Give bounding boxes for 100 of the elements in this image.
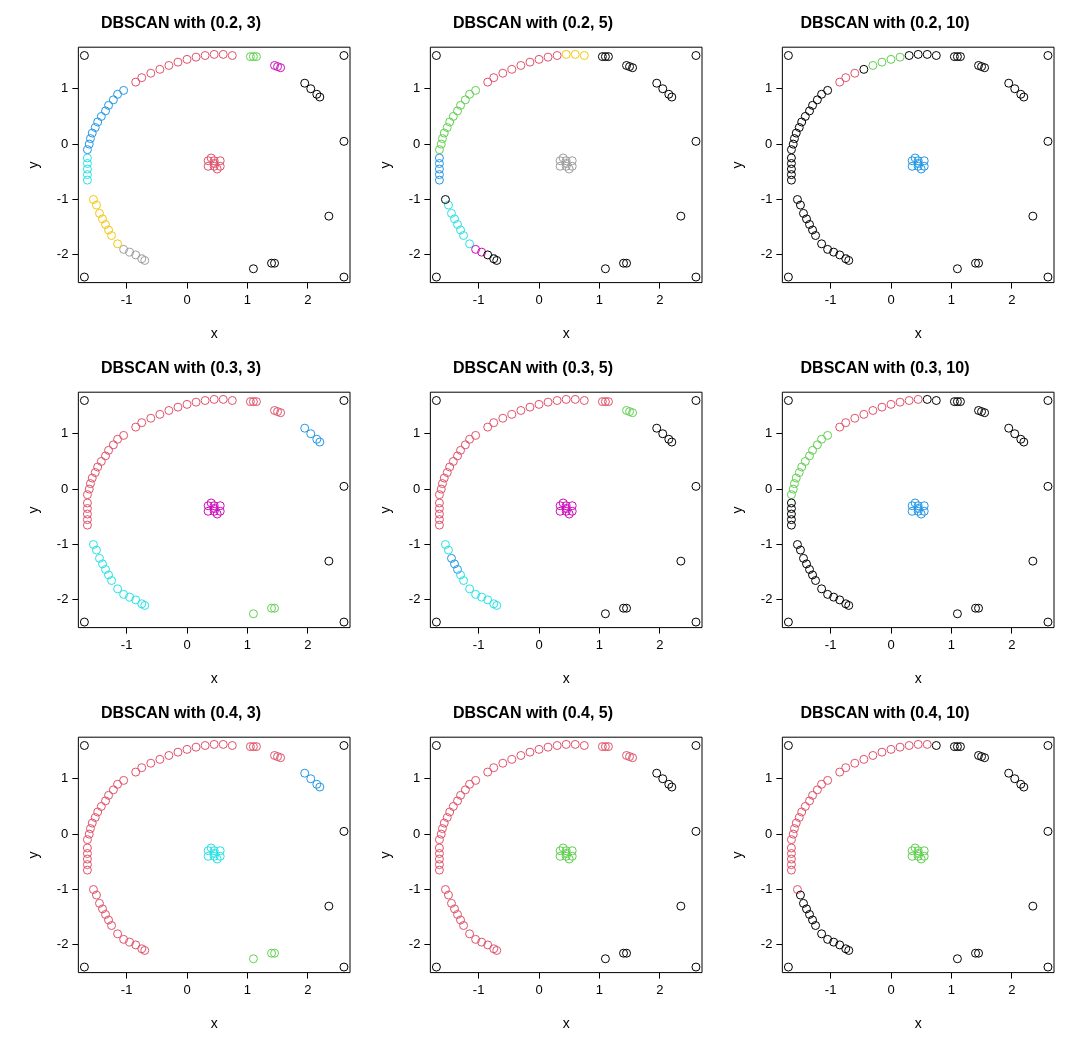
point [886,54,896,64]
point [104,570,114,580]
point [200,396,210,406]
point [786,159,796,169]
chart-title: DBSCAN with (0.3, 3) [100,359,262,377]
point [795,200,805,210]
point [101,564,111,574]
point [1004,423,1014,433]
point [561,49,571,59]
point [477,937,487,947]
point [1010,84,1020,94]
point [1043,617,1053,627]
y-tick-label: 0 [61,480,69,496]
point [465,434,475,444]
point [465,89,475,99]
point [436,484,446,494]
x-tick-label: 1 [595,291,603,307]
point [82,854,92,864]
y-axis-title: y [729,161,746,169]
x-tick-label: 2 [656,981,664,997]
point [84,484,94,494]
x-axis-title: x [562,670,570,687]
point [218,739,228,749]
point [823,85,833,95]
point [904,51,914,61]
point [561,739,571,749]
point [498,758,508,768]
y-tick-label: 1 [765,80,773,96]
point [802,214,812,224]
point [1010,774,1020,784]
x-tick-label: 0 [183,981,191,997]
point [453,796,463,806]
x-tick-label: 0 [887,636,895,652]
point [652,768,662,778]
point [658,84,668,94]
y-tick-label: -2 [408,246,421,262]
point [443,200,453,210]
point [868,750,878,760]
point [465,779,475,789]
x-tick-label: 0 [887,981,895,997]
point [507,64,517,74]
point [477,247,487,257]
x-tick-label: -1 [472,981,485,997]
point [786,509,796,519]
point [339,51,349,61]
point [817,434,827,444]
point [800,111,810,121]
point [101,106,111,116]
point [543,742,553,752]
point [789,134,799,144]
y-tick-label: 0 [413,825,421,841]
point [877,402,887,412]
point [434,498,444,508]
point [131,422,141,432]
point [300,768,310,778]
x-tick-label: 0 [535,291,543,307]
point [98,559,108,569]
point [443,890,453,900]
point [84,829,94,839]
point [805,564,815,574]
point [79,962,89,972]
point [155,409,165,419]
point [82,498,92,508]
point [786,854,796,864]
point [434,854,444,864]
point [107,576,117,586]
point [200,741,210,751]
point [101,796,111,806]
y-tick-label: -1 [408,881,421,897]
point [456,915,466,925]
y-tick-label: 0 [61,135,69,151]
point [471,775,481,785]
point [453,451,463,461]
point [459,231,469,241]
point [200,51,210,61]
point [215,846,225,856]
y-axis-title: y [729,851,746,859]
point [108,440,118,450]
point [691,481,701,491]
point [805,106,815,116]
y-axis-title: y [25,506,42,514]
point [440,540,450,550]
point [173,747,183,757]
point [555,851,565,861]
point [552,396,562,406]
point [339,617,349,627]
point [786,504,796,514]
point [483,422,493,432]
point [797,117,807,127]
point [96,801,106,811]
point [600,264,610,274]
point [812,95,822,105]
point [525,747,535,757]
x-tick-label: 1 [947,981,955,997]
point [931,51,941,61]
point [829,247,839,257]
point [907,851,917,861]
point [440,885,450,895]
point [691,396,701,406]
point [471,430,481,440]
